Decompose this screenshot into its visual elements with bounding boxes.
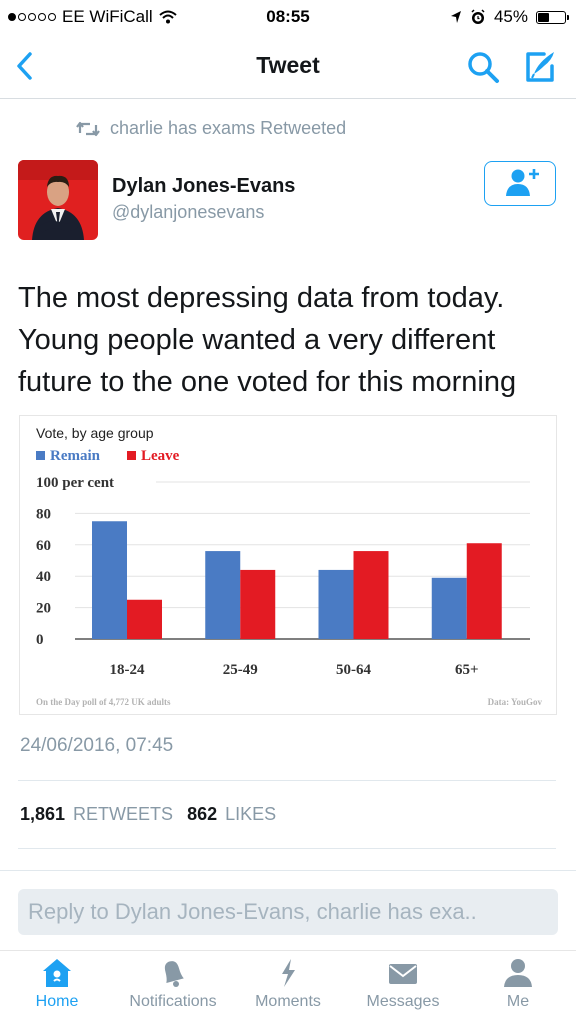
chart-title: Vote, by age group bbox=[36, 425, 154, 441]
tab-home-label: Home bbox=[35, 993, 79, 1010]
compose-icon[interactable] bbox=[522, 48, 560, 84]
search-icon[interactable] bbox=[466, 50, 500, 84]
bell-icon bbox=[164, 961, 184, 987]
chart-footnote-right: Data: YouGov bbox=[488, 697, 543, 707]
y-tick-label: 20 bbox=[36, 601, 51, 617]
chart-footnote-left: On the Day poll of 4,772 UK adults bbox=[36, 697, 171, 707]
y-tick-label: 100 per cent bbox=[36, 475, 114, 491]
x-tick-label: 25-49 bbox=[223, 662, 258, 678]
author-name[interactable]: Dylan Jones-Evans bbox=[112, 175, 296, 197]
x-tick-label: 50-64 bbox=[336, 662, 371, 678]
y-tick-label: 40 bbox=[36, 569, 51, 585]
x-tick-label: 18-24 bbox=[110, 662, 145, 678]
battery-icon bbox=[536, 10, 569, 24]
lightning-icon bbox=[282, 959, 295, 987]
retweeted-by-line[interactable]: charlie has exams Retweeted bbox=[76, 118, 346, 139]
author-photo bbox=[18, 160, 98, 240]
avatar[interactable] bbox=[18, 160, 98, 240]
bar-remain bbox=[318, 569, 354, 639]
y-tick-label: 60 bbox=[36, 538, 51, 554]
chevron-left-icon[interactable] bbox=[12, 50, 40, 82]
status-right: 45% bbox=[450, 7, 569, 27]
divider bbox=[0, 870, 576, 871]
battery-percent: 45% bbox=[493, 7, 528, 26]
tab-messages[interactable]: Messages bbox=[348, 957, 458, 1011]
alarm-icon bbox=[471, 9, 485, 24]
follow-button[interactable] bbox=[484, 161, 556, 206]
tab-moments-label: Moments bbox=[255, 993, 321, 1010]
bar-remain bbox=[205, 551, 241, 639]
carrier-label: EE WiFiCall bbox=[62, 7, 153, 26]
legend-swatch-leave bbox=[127, 451, 136, 460]
tab-notifications-label: Notifications bbox=[129, 993, 217, 1010]
wifi-icon bbox=[159, 10, 177, 24]
reply-input[interactable]: Reply to Dylan Jones-Evans, charlie has … bbox=[18, 889, 558, 935]
tab-home[interactable]: Home bbox=[2, 957, 112, 1011]
bar-leave bbox=[240, 569, 276, 639]
signal-strength-icon bbox=[8, 13, 56, 21]
tab-notifications[interactable]: Notifications bbox=[117, 957, 229, 1011]
likes-label[interactable]: LIKES bbox=[225, 804, 277, 824]
bar-remain bbox=[431, 577, 467, 639]
tab-bar: Home Notifications Moments Messages Me bbox=[0, 950, 576, 1025]
author-handle[interactable]: @dylanjonesevans bbox=[112, 202, 265, 222]
tweet-timestamp: 24/06/2016, 07:45 bbox=[20, 735, 174, 756]
retweets-label[interactable]: RETWEETS bbox=[73, 804, 174, 824]
tab-messages-label: Messages bbox=[366, 993, 440, 1010]
nav-bar: Tweet bbox=[0, 36, 576, 99]
status-time: 08:55 bbox=[266, 7, 310, 26]
tab-moments[interactable]: Moments bbox=[233, 957, 343, 1011]
chart-image[interactable]: Vote, by age group Remain Leave 100 per … bbox=[19, 415, 557, 715]
divider bbox=[18, 848, 556, 849]
bar-chart: Vote, by age group Remain Leave 100 per … bbox=[36, 425, 543, 707]
bar-leave bbox=[127, 599, 162, 639]
home-icon bbox=[43, 959, 71, 987]
page-title: Tweet bbox=[256, 52, 320, 78]
retweets-count[interactable]: 1,861 bbox=[20, 804, 66, 824]
status-bar: EE WiFiCall 08:55 45% bbox=[0, 0, 576, 36]
person-icon bbox=[504, 959, 532, 987]
envelope-icon bbox=[389, 964, 417, 984]
retweet-icon bbox=[76, 121, 100, 136]
location-arrow-icon bbox=[450, 11, 461, 23]
bar-leave bbox=[466, 543, 502, 639]
tab-me-label: Me bbox=[506, 993, 530, 1010]
add-user-icon bbox=[506, 169, 539, 196]
legend-label-remain: Remain bbox=[50, 448, 101, 464]
bar-leave bbox=[353, 551, 389, 639]
legend-swatch-remain bbox=[36, 451, 45, 460]
legend-label-leave: Leave bbox=[141, 448, 180, 464]
y-tick-label: 0 bbox=[36, 632, 44, 648]
tweet-stats: 1,861 RETWEETS 862 LIKES bbox=[20, 804, 276, 825]
bar-remain bbox=[92, 521, 127, 639]
y-tick-label: 80 bbox=[36, 506, 51, 522]
status-left: EE WiFiCall bbox=[8, 7, 177, 27]
tab-me[interactable]: Me bbox=[463, 957, 573, 1011]
divider bbox=[18, 780, 556, 781]
retweeted-by-text: charlie has exams Retweeted bbox=[110, 118, 347, 138]
x-tick-label: 65+ bbox=[455, 662, 479, 678]
tweet-text: The most depressing data from today. You… bbox=[18, 282, 517, 398]
likes-count[interactable]: 862 bbox=[187, 804, 218, 824]
